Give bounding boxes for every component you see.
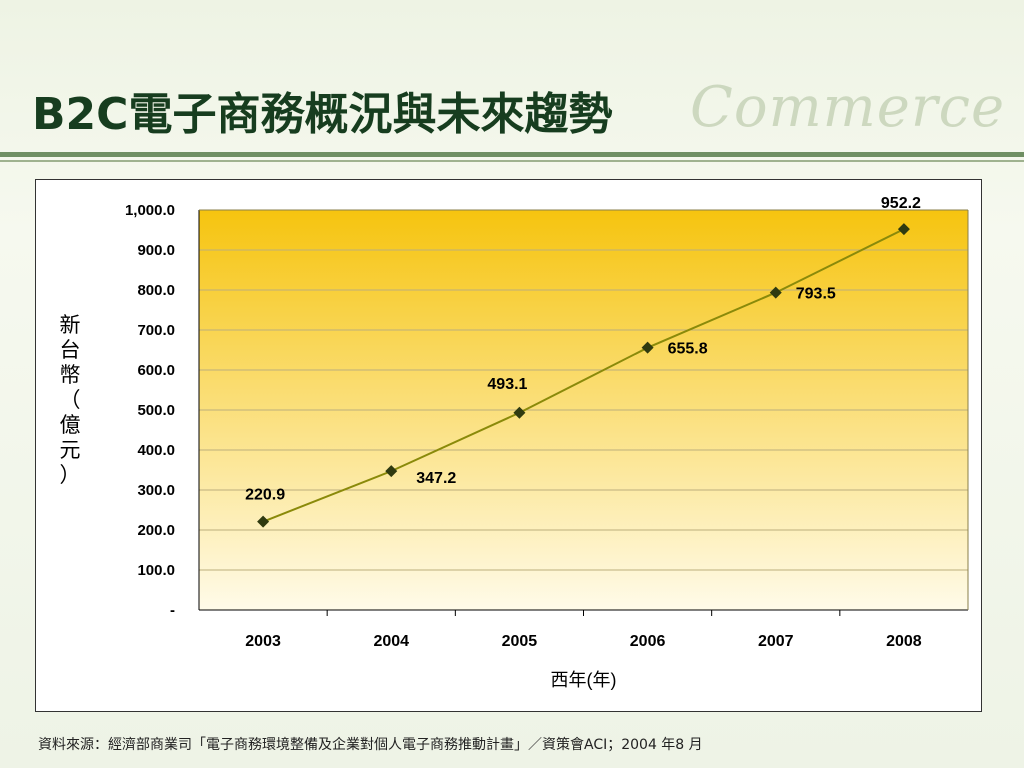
y-tick-label: 200.0 (137, 522, 175, 539)
data-label: 220.9 (245, 487, 285, 504)
y-axis-title-char: 億 (60, 414, 81, 437)
x-tick-label: 2007 (758, 633, 794, 650)
x-tick-label: 2008 (886, 633, 922, 650)
data-label: 793.5 (796, 286, 836, 303)
y-tick-label: 800.0 (137, 282, 175, 299)
y-tick-label: 300.0 (137, 482, 175, 499)
y-tick-label: - (170, 602, 175, 619)
y-axis-title: 新台幣（億元） (60, 314, 81, 487)
y-tick-label: 900.0 (137, 242, 175, 259)
line-chart: - 100.0 200.0 300.0 400.0 500.0 600.0 700.0 800.… (60, 195, 969, 690)
data-point-marker (257, 515, 270, 528)
x-tick-label: 2004 (373, 633, 409, 650)
source-note: 資料來源：經濟部商業司「電子商務環境整備及企業對個人電子商務推動計畫」／資策會A… (38, 737, 703, 753)
title-divider-thin (0, 160, 1024, 162)
y-tick-label: 500.0 (137, 402, 175, 419)
data-point-marker (897, 223, 910, 236)
data-point-marker (385, 465, 398, 478)
x-tick-label: 2003 (245, 633, 281, 650)
data-point-marker (769, 286, 782, 299)
data-point-marker (641, 341, 654, 354)
data-label: 493.1 (487, 376, 527, 393)
y-tick-label: 700.0 (137, 322, 175, 339)
y-axis-title-char: 幣 (60, 364, 81, 387)
x-axis-title: 西年(年) (551, 670, 617, 690)
y-tick-label: 1,000.0 (125, 202, 175, 219)
y-tick-label: 600.0 (137, 362, 175, 379)
series-line (262, 228, 905, 523)
data-label: 347.2 (416, 470, 456, 487)
title-divider (0, 152, 1024, 157)
y-axis-title-char: 新 (60, 314, 81, 337)
y-axis-title-char: ） (60, 464, 81, 487)
y-axis-title-char: （ (60, 389, 81, 412)
data-label: 952.2 (881, 195, 921, 212)
y-axis-title-char: 台 (60, 339, 81, 362)
y-axis-title-char: 元 (60, 439, 81, 462)
y-tick-label: 400.0 (137, 442, 175, 459)
data-point-marker (513, 406, 526, 419)
page-title: B2C電子商務概況與未來趨勢 (32, 89, 613, 140)
data-label: 655.8 (668, 341, 708, 358)
x-tick-label: 2005 (502, 633, 538, 650)
y-tick-label: 100.0 (137, 562, 175, 579)
chart-frame: - 100.0 200.0 300.0 400.0 500.0 600.0 700.0 800.… (35, 179, 982, 712)
x-tick-label: 2006 (630, 633, 666, 650)
